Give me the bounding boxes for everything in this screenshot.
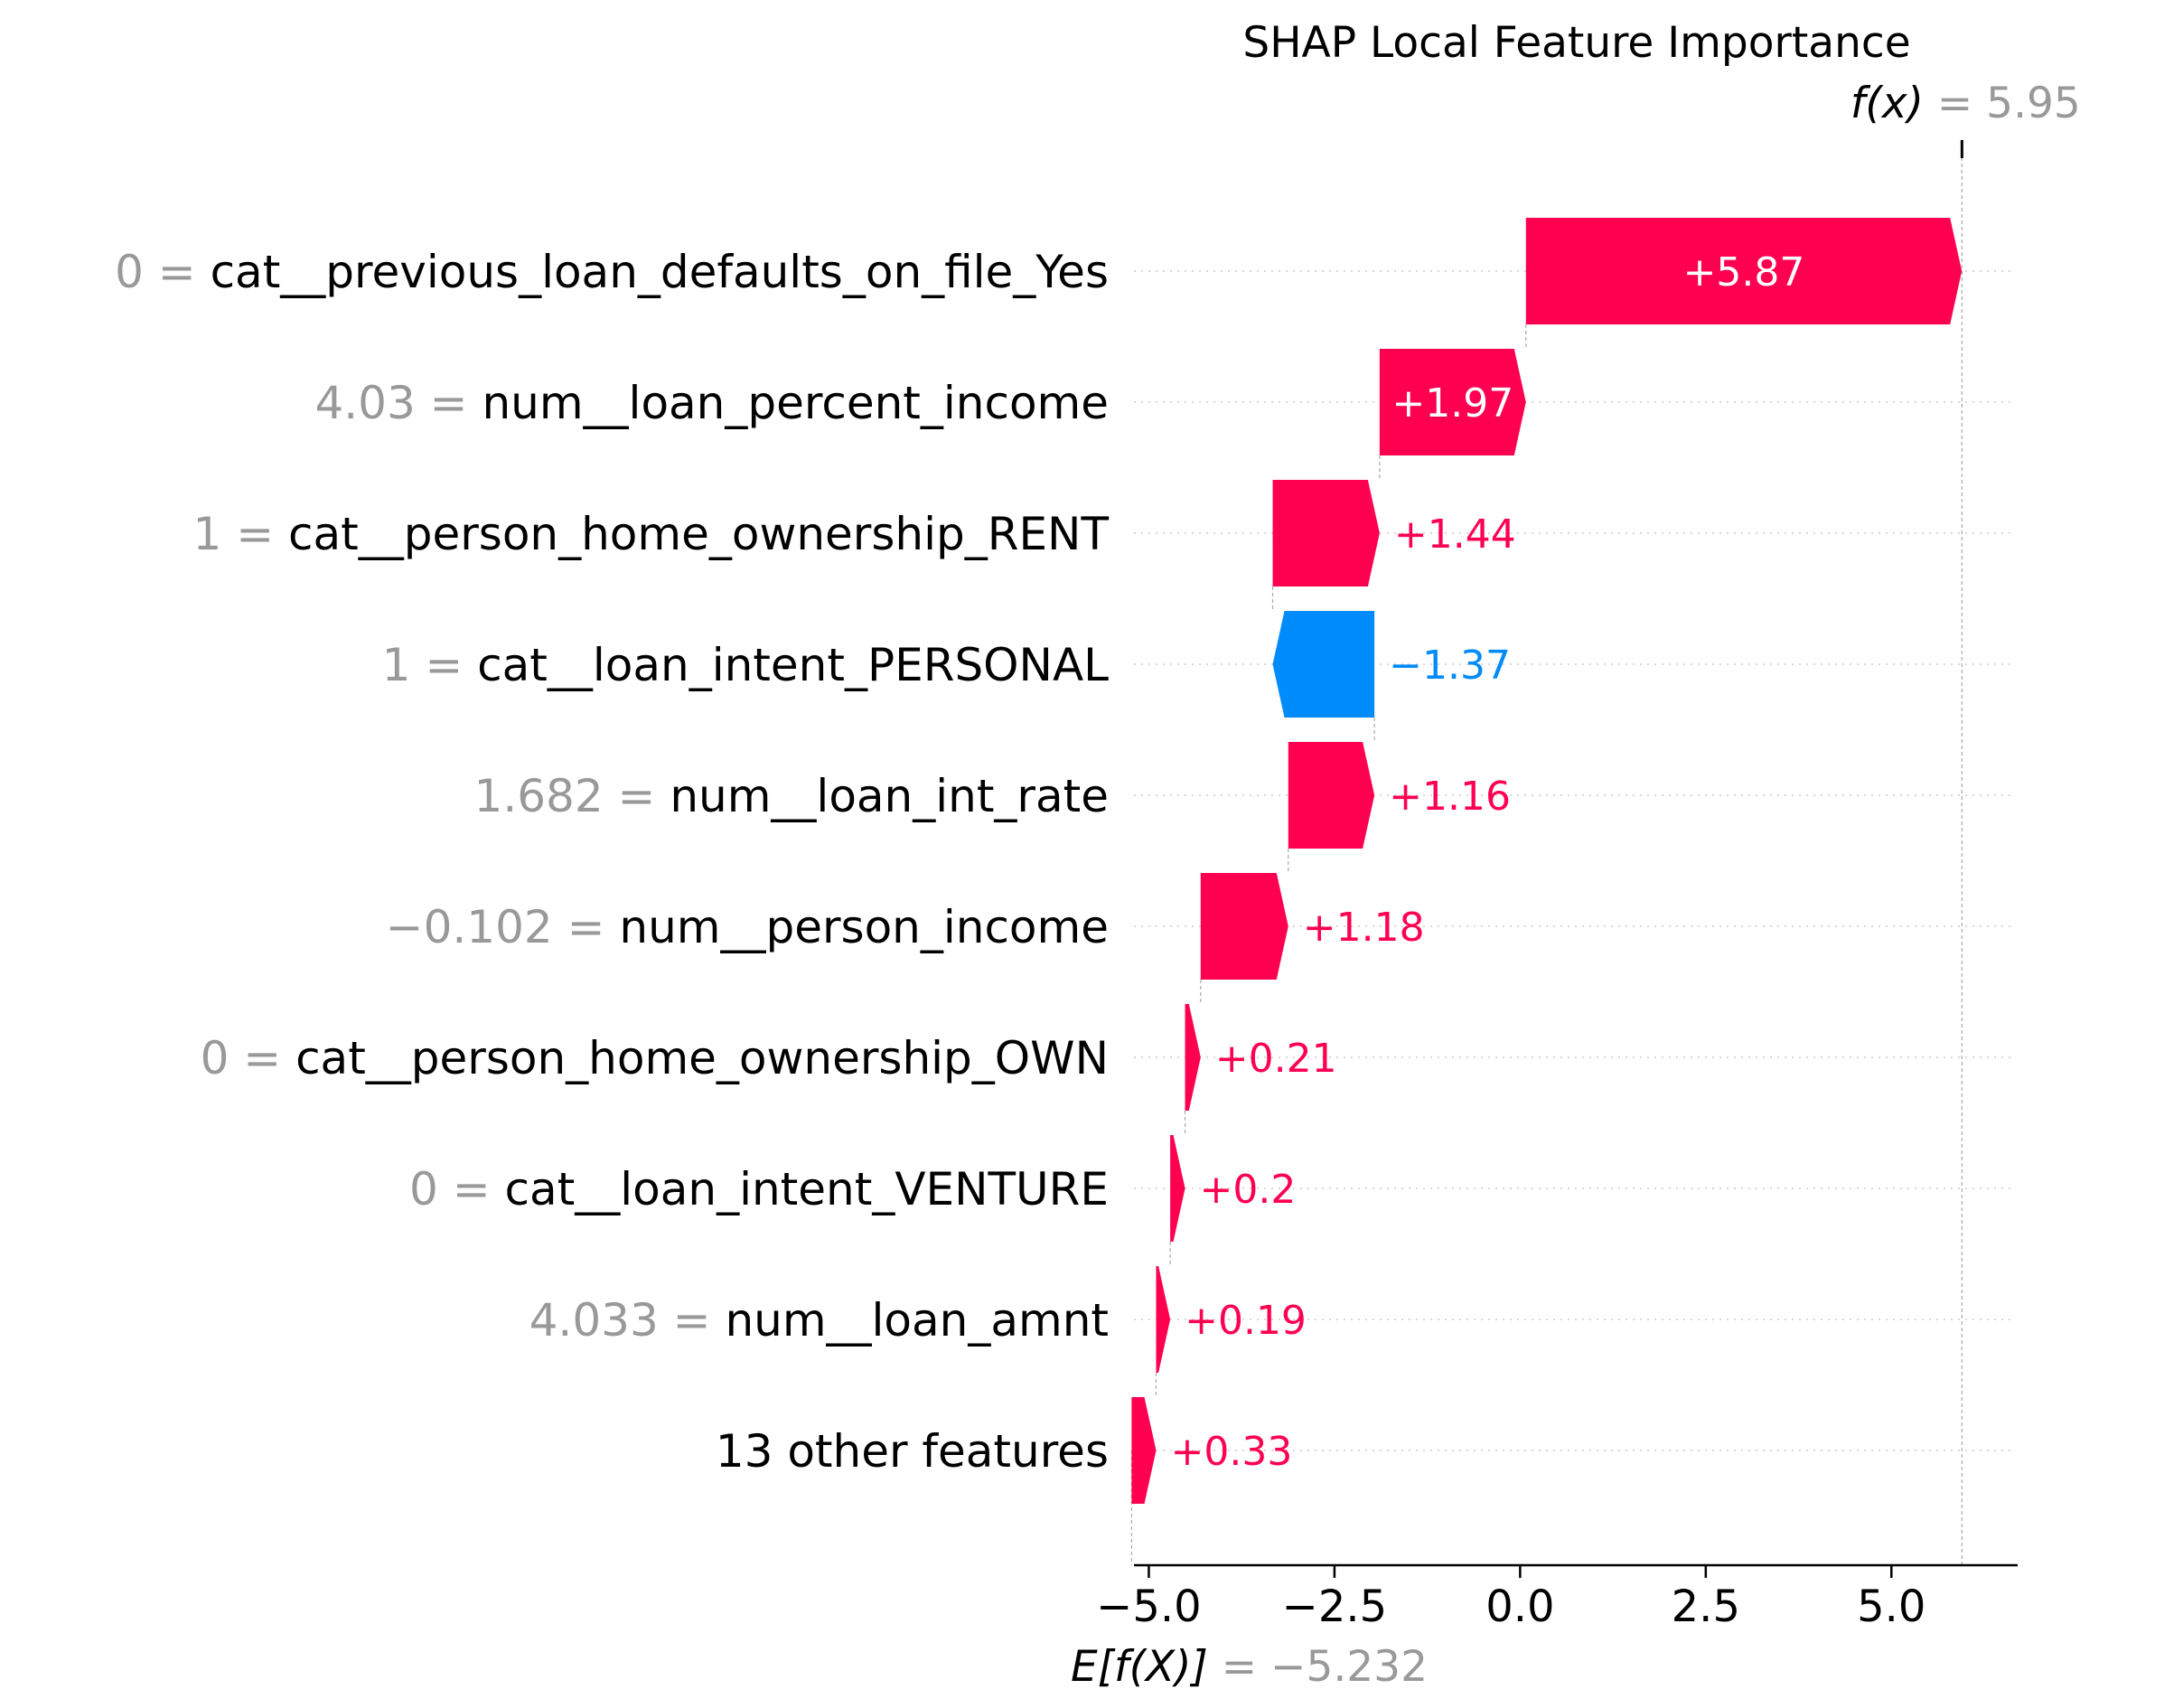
feature-label: 1.682 = num__loan_int_rate [474, 770, 1109, 822]
feature-label: 4.03 = num__loan_percent_income [314, 377, 1109, 429]
feature-value: −0.102 = [386, 901, 620, 953]
ex-value: = −5.232 [1208, 1642, 1428, 1692]
feature-label: 1 = cat__loan_intent_PERSONAL [382, 639, 1109, 691]
feature-value: 0 = [115, 246, 211, 298]
feature-name: 13 other features [716, 1425, 1109, 1478]
waterfall-bar [1272, 611, 1375, 718]
x-tick-label: 5.0 [1857, 1581, 1925, 1632]
feature-name: cat__previous_loan_defaults_on_file_Yes [211, 246, 1109, 298]
ex-label: E[f(X)] [1071, 1642, 1208, 1692]
bar-value-label: +1.44 [1394, 511, 1516, 558]
feature-value: 1.682 = [474, 770, 670, 822]
waterfall-bar [1272, 480, 1380, 587]
feature-value: 1 = [192, 508, 288, 560]
feature-name: cat__person_home_ownership_RENT [288, 508, 1109, 560]
bar-value-label: +1.16 [1389, 774, 1511, 820]
feature-name: cat__loan_intent_VENTURE [505, 1163, 1109, 1215]
feature-name: cat__person_home_ownership_OWN [295, 1032, 1109, 1084]
feature-label: 0 = cat__loan_intent_VENTURE [409, 1163, 1109, 1215]
fx-value: = 5.95 [1924, 79, 2081, 128]
waterfall-bar [1525, 218, 1963, 324]
bar-value-label: +5.87 [1683, 249, 1805, 296]
feature-value: 4.03 = [314, 377, 482, 429]
feature-label: 1 = cat__person_home_ownership_RENT [192, 508, 1109, 560]
fx-annotation: f(x) = 5.95 [1850, 79, 2081, 128]
feature-value: 4.033 = [529, 1294, 726, 1347]
feature-label: 0 = cat__person_home_ownership_OWN [201, 1032, 1109, 1084]
x-tick-label: 0.0 [1485, 1581, 1554, 1632]
feature-label: 13 other features [716, 1425, 1109, 1478]
waterfall-bar [1288, 742, 1375, 849]
waterfall-bar [1379, 349, 1526, 455]
feature-value: 0 = [201, 1032, 296, 1084]
feature-value: 1 = [382, 639, 478, 691]
feature-label: −0.102 = num__person_income [386, 901, 1109, 953]
bar-value-label: −1.37 [1389, 643, 1511, 689]
x-tick-label: −5.0 [1096, 1581, 1202, 1632]
feature-name: num__person_income [619, 901, 1109, 953]
bar-value-label: +0.19 [1185, 1298, 1307, 1344]
x-tick-label: −2.5 [1282, 1581, 1388, 1632]
feature-label: 0 = cat__previous_loan_defaults_on_file_… [115, 246, 1109, 298]
bar-value-label: +1.97 [1391, 380, 1513, 427]
feature-value: 0 = [409, 1163, 505, 1215]
chart-title: SHAP Local Feature Importance [1242, 18, 1910, 68]
bar-value-label: +1.18 [1303, 905, 1425, 951]
fx-label: f(x) [1850, 79, 1924, 128]
waterfall-bar [1156, 1266, 1171, 1373]
bar-value-label: +0.2 [1200, 1167, 1297, 1213]
bar-value-label: +0.21 [1215, 1036, 1337, 1082]
x-tick-label: 2.5 [1672, 1581, 1740, 1632]
feature-name: num__loan_int_rate [670, 770, 1109, 822]
waterfall-bar [1170, 1135, 1185, 1242]
waterfall-bar [1185, 1004, 1201, 1111]
feature-label: 4.033 = num__loan_amnt [529, 1294, 1109, 1347]
feature-name: num__loan_amnt [725, 1294, 1109, 1347]
feature-name: num__loan_percent_income [482, 377, 1109, 429]
bar-value-label: +0.33 [1170, 1429, 1292, 1475]
waterfall-bar [1131, 1397, 1157, 1504]
waterfall-bar [1200, 873, 1288, 980]
feature-name: cat__loan_intent_PERSONAL [477, 639, 1109, 691]
ex-annotation: E[f(X)] = −5.232 [1071, 1642, 1428, 1692]
